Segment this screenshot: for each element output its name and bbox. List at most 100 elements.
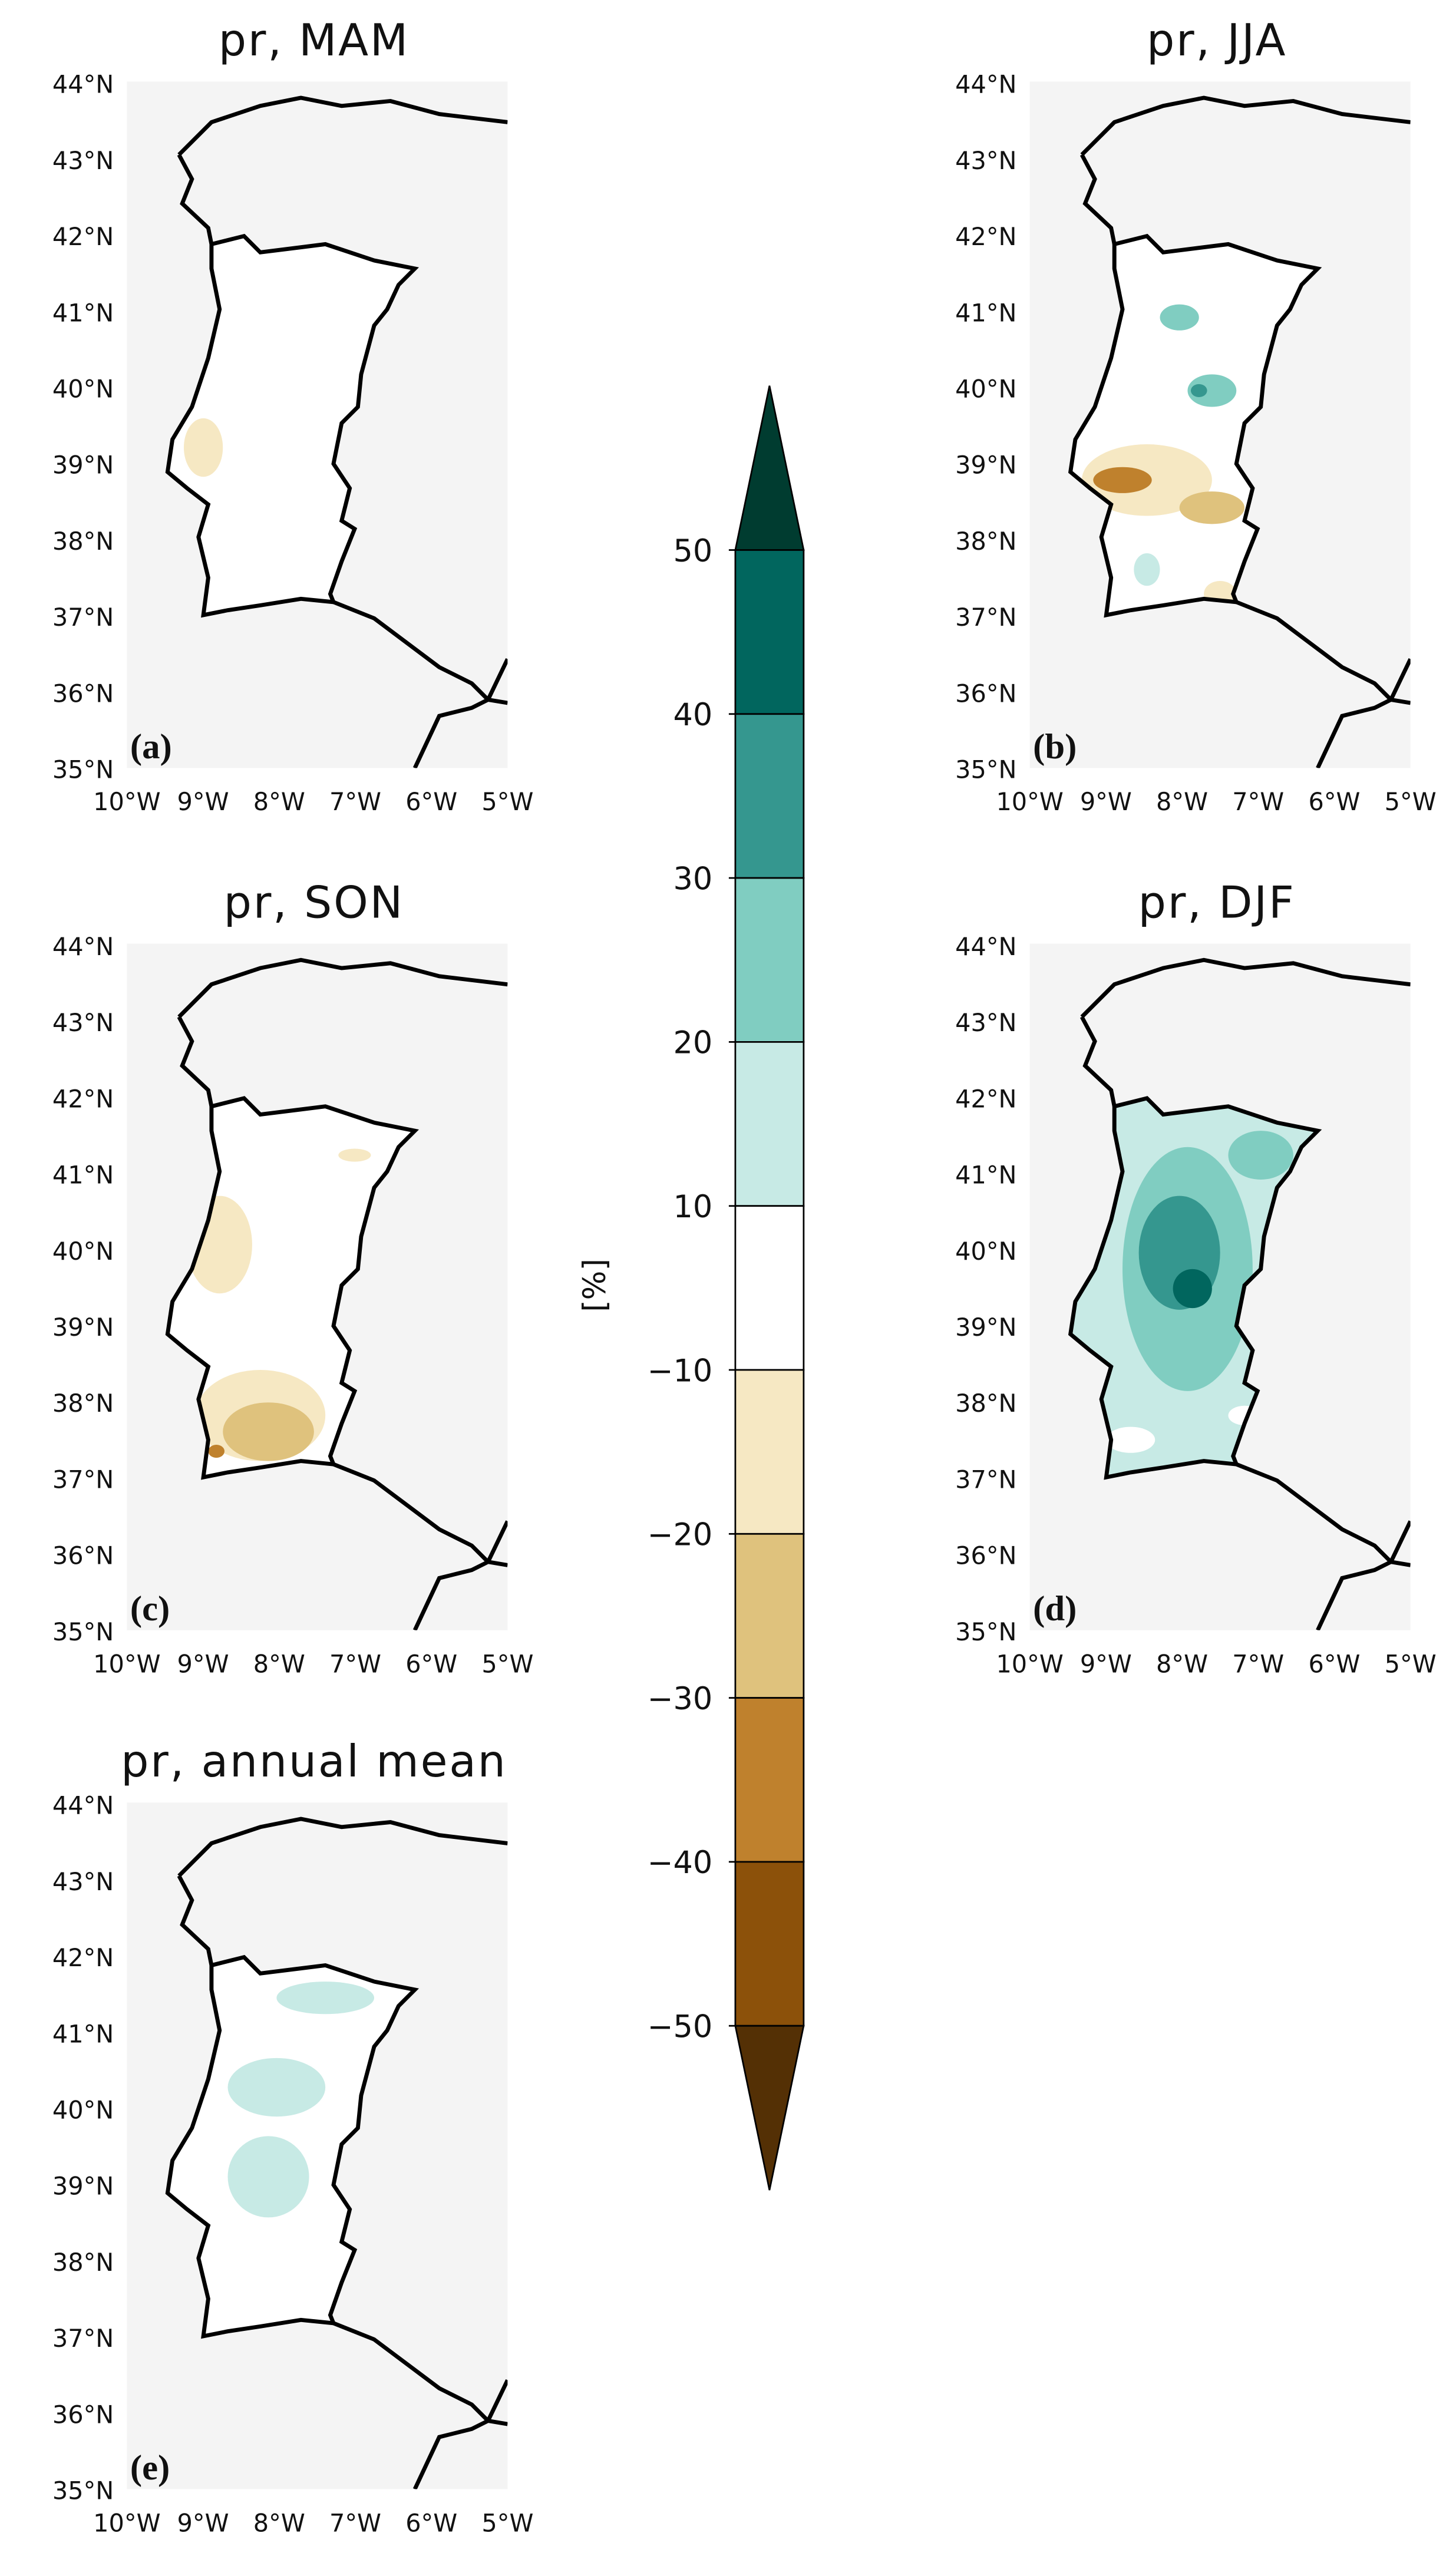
- anomaly-shading: [187, 1148, 371, 1461]
- colorbar-band: [734, 1041, 805, 1207]
- coastline: [1071, 95, 1411, 768]
- lat-label: 42°N: [52, 1085, 114, 1113]
- lat-label: 36°N: [955, 679, 1016, 708]
- coastline: [167, 957, 508, 1630]
- coastline: [1071, 957, 1411, 1630]
- lon-label: 5°W: [481, 1650, 533, 1679]
- anomaly-area: [338, 1148, 371, 1162]
- lon-label: 7°W: [329, 2509, 381, 2537]
- lat-label: 43°N: [52, 147, 114, 175]
- lat-label: 40°N: [52, 2096, 114, 2125]
- lat-label: 44°N: [52, 1792, 114, 1820]
- lon-label: 6°W: [405, 2509, 457, 2537]
- lat-label: 40°N: [52, 375, 114, 404]
- lon-label: 8°W: [253, 788, 305, 816]
- panel-title: pr, SON: [224, 877, 404, 928]
- lon-label: 8°W: [253, 1650, 305, 1679]
- lon-label: 7°W: [329, 1650, 381, 1679]
- map-panel: pr, JJA 44°N 43°N 42°N 41°N 40°N 39°N 38°N 37°N 3…: [955, 15, 1437, 816]
- lat-label: 44°N: [52, 933, 114, 961]
- anomaly-area: [227, 2058, 326, 2117]
- colorbar-band: [734, 877, 805, 1043]
- coast: [177, 957, 508, 1630]
- colorbar-band: [734, 1533, 805, 1699]
- colorbar-band: [734, 1369, 805, 1535]
- lat-label: 43°N: [955, 1009, 1016, 1037]
- panel-letter: (c): [130, 1589, 170, 1629]
- lat-label: 37°N: [52, 2324, 114, 2353]
- map-panel: pr, SON 44°N 43°N 42°N 41°N 40°N 39°N 38°N 37°N 3…: [52, 877, 534, 1678]
- anomaly-area: [1190, 384, 1207, 397]
- panel-letter: (d): [1033, 1589, 1077, 1629]
- lat-label: 42°N: [955, 1085, 1016, 1113]
- lon-label: 9°W: [177, 1650, 229, 1679]
- lat-label: 35°N: [955, 756, 1016, 784]
- lon-label: 9°W: [177, 788, 229, 816]
- lat-label: 43°N: [52, 1868, 114, 1896]
- lon-label: 5°W: [1385, 788, 1437, 816]
- lon-label: 6°W: [405, 788, 457, 816]
- coast: [1079, 957, 1411, 1630]
- colorbar-tick-label: −50: [648, 2009, 713, 2045]
- anomaly-area: [1179, 491, 1245, 524]
- colorbar-band: [734, 1861, 805, 2027]
- panels: pr, MAM 44°N 43°N 42°N 41°N 40°N 39°N 38°N 37°N 3…: [52, 15, 1437, 2537]
- coast: [177, 95, 508, 768]
- lon-label: 6°W: [1308, 1650, 1360, 1679]
- panel-title: pr, MAM: [219, 15, 410, 66]
- coast: [1079, 95, 1411, 768]
- lat-label: 38°N: [955, 527, 1016, 556]
- lat-label: 38°N: [955, 1389, 1016, 1418]
- lat-label: 39°N: [52, 451, 114, 480]
- lat-label: 42°N: [52, 1944, 114, 1972]
- lat-label: 35°N: [955, 1618, 1016, 1646]
- lat-label: 35°N: [52, 756, 114, 784]
- lat-label: 37°N: [52, 1465, 114, 1494]
- colorbar-tick-label: 30: [673, 861, 713, 897]
- lat-label: 35°N: [52, 1618, 114, 1646]
- colorbar-tick-label: −30: [648, 1681, 713, 1717]
- anomaly-area: [227, 2136, 309, 2218]
- colorbar-tick-label: −10: [648, 1353, 713, 1389]
- colorbar-tick-label: −40: [648, 1845, 713, 1881]
- colorbar-tick-label: −20: [648, 1517, 713, 1553]
- panel-title: pr, JJA: [1147, 15, 1287, 66]
- lat-label: 42°N: [52, 223, 114, 251]
- colorbar-label: [%]: [577, 1259, 613, 1312]
- anomaly-shading: [227, 1982, 375, 2218]
- panel-letter: (e): [130, 2448, 170, 2488]
- lat-label: 40°N: [955, 1237, 1016, 1266]
- anomaly-area: [183, 418, 223, 477]
- anomaly-area: [1173, 1269, 1212, 1309]
- lat-label: 36°N: [955, 1542, 1016, 1570]
- colorbar-bottom-triangle: [734, 2025, 805, 2191]
- lon-label: 8°W: [1156, 788, 1208, 816]
- lat-label: 37°N: [52, 603, 114, 632]
- lon-label: 5°W: [481, 2509, 533, 2537]
- lat-label: 44°N: [955, 71, 1016, 99]
- lon-label: 5°W: [481, 788, 533, 816]
- colorbar-band: [734, 549, 805, 715]
- lon-label: 10°W: [93, 1650, 160, 1679]
- lon-label: 8°W: [1156, 1650, 1208, 1679]
- lat-label: 44°N: [955, 933, 1016, 961]
- lat-label: 39°N: [52, 1313, 114, 1342]
- anomaly-area: [208, 1444, 225, 1458]
- lat-label: 39°N: [52, 2172, 114, 2201]
- lat-label: 40°N: [955, 375, 1016, 404]
- coast: [177, 1817, 508, 2489]
- lat-label: 36°N: [52, 1542, 114, 1570]
- anomaly-area: [1093, 467, 1152, 493]
- lat-label: 44°N: [52, 71, 114, 99]
- lat-label: 37°N: [955, 603, 1016, 632]
- lat-label: 41°N: [955, 1161, 1016, 1190]
- colorbar-tick-label: 50: [673, 533, 713, 569]
- lat-label: 41°N: [52, 299, 114, 327]
- colorbar-tick-label: 20: [673, 1025, 713, 1061]
- lat-label: 36°N: [52, 679, 114, 708]
- lat-label: 37°N: [955, 1465, 1016, 1494]
- anomaly-area: [276, 1982, 375, 2015]
- lat-label: 38°N: [52, 527, 114, 556]
